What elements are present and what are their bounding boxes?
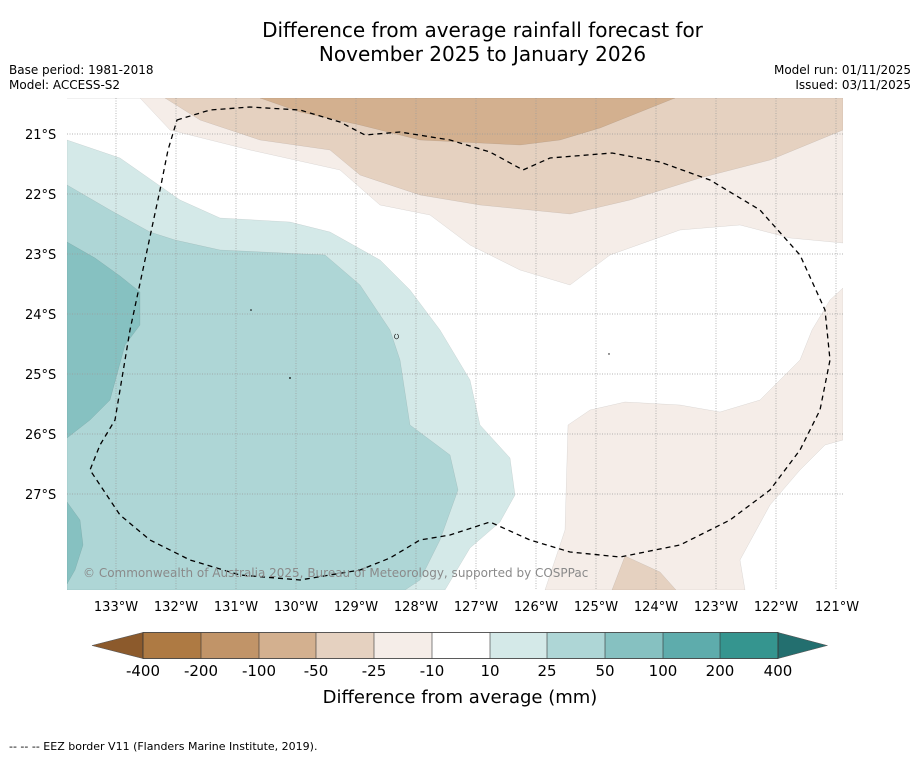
colorbar: -400 -200 -100 -50 -25 -10 10 25 50 100 … — [91, 632, 829, 708]
lat-label-25s: 25°S — [25, 368, 56, 383]
colorbar-segment — [316, 632, 374, 659]
eez-border — [89, 106, 831, 581]
lon-label-132w: 132°W — [154, 600, 198, 615]
wet-50-region-south — [67, 501, 84, 585]
latitude-gridlines — [67, 133, 843, 495]
dry-25-region-south — [611, 555, 677, 590]
longitude-gridlines — [115, 98, 837, 590]
colorbar-label: -10 — [420, 662, 445, 680]
colorbar-segment — [547, 632, 605, 659]
colorbar-label: 25 — [537, 662, 556, 680]
dry-25-region-north — [164, 98, 843, 215]
lat-label-27s: 27°S — [25, 488, 56, 503]
colorbar-segment — [663, 632, 720, 659]
lon-label-129w: 129°W — [334, 600, 378, 615]
colorbar-segment — [201, 632, 259, 659]
wet-25-region — [67, 184, 459, 590]
dry-10-region-southeast — [544, 287, 843, 590]
colorbar-segment — [259, 632, 316, 659]
map-contours: © Commonwealth of Australia 2025, Bureau… — [67, 98, 843, 590]
meta-left: Base period: 1981-2018 Model: ACCESS-S2 — [9, 63, 154, 93]
lat-label-21s: 21°S — [25, 128, 56, 143]
model-run: Model run: 01/11/2025 — [773, 63, 911, 77]
lat-label-23s: 23°S — [25, 248, 56, 263]
colorbar-segment — [143, 632, 201, 659]
base-period: Base period: 1981-2018 — [9, 63, 154, 77]
lat-label-24s: 24°S — [25, 308, 56, 323]
colorbar-label: 100 — [649, 662, 678, 680]
dry-50-region-north — [259, 98, 676, 146]
colorbar-extend-low — [91, 632, 144, 659]
title-line-1: Difference from average rainfall forecas… — [262, 18, 703, 42]
island-marker — [289, 377, 291, 379]
colorbar-label: -100 — [242, 662, 276, 680]
lon-label-131w: 131°W — [214, 600, 258, 615]
lon-label-130w: 130°W — [274, 600, 318, 615]
colorbar-label: -200 — [184, 662, 218, 680]
island-marker — [394, 333, 399, 340]
colorbar-label: 10 — [480, 662, 499, 680]
colorbar-segment — [432, 632, 490, 659]
lon-label-128w: 128°W — [394, 600, 438, 615]
lon-label-124w: 124°W — [634, 600, 678, 615]
lat-label-26s: 26°S — [25, 428, 56, 443]
colorbar-extend-high — [777, 632, 829, 659]
lon-label-127w: 127°W — [454, 600, 498, 615]
lon-label-126w: 126°W — [514, 600, 558, 615]
colorbar-segment — [720, 632, 778, 659]
colorbar-dividers — [200, 632, 721, 659]
lon-label-133w: 133°W — [94, 600, 138, 615]
wet-50-region — [67, 241, 141, 439]
colorbar-segment — [490, 632, 547, 659]
issued-date: Issued: 03/11/2025 — [795, 78, 911, 92]
chart-title: Difference from average rainfall forecas… — [0, 18, 919, 66]
lon-label-125w: 125°W — [574, 600, 618, 615]
colorbar-frame — [142, 632, 779, 659]
lon-label-122w: 122°W — [754, 600, 798, 615]
title-line-2: November 2025 to January 2026 — [318, 42, 647, 66]
colorbar-label: 200 — [706, 662, 735, 680]
lon-label-123w: 123°W — [694, 600, 738, 615]
colorbar-label: 50 — [595, 662, 614, 680]
copyright-notice: © Commonwealth of Australia 2025, Bureau… — [83, 566, 588, 580]
model-name: Model: ACCESS-S2 — [9, 78, 121, 92]
colorbar-label: -25 — [362, 662, 387, 680]
meta-right: Model run: 01/11/2025 Issued: 03/11/2025 — [774, 63, 911, 93]
colorbar-segment — [605, 632, 663, 659]
island-marker — [250, 309, 252, 311]
island-marker — [608, 353, 610, 355]
colorbar-segment — [374, 632, 432, 659]
longitude-labels: 133°W 132°W 131°W 130°W 129°W 128°W 127°… — [94, 600, 859, 615]
colorbar-label: -50 — [304, 662, 329, 680]
eez-legend-footnote: -- -- -- EEZ border V11 (Flanders Marine… — [9, 740, 318, 753]
colorbar-label: 400 — [764, 662, 793, 680]
lon-label-121w: 121°W — [815, 600, 859, 615]
lat-label-22s: 22°S — [25, 188, 56, 203]
colorbar-label: -400 — [126, 662, 160, 680]
colorbar-title: Difference from average (mm) — [323, 687, 598, 708]
